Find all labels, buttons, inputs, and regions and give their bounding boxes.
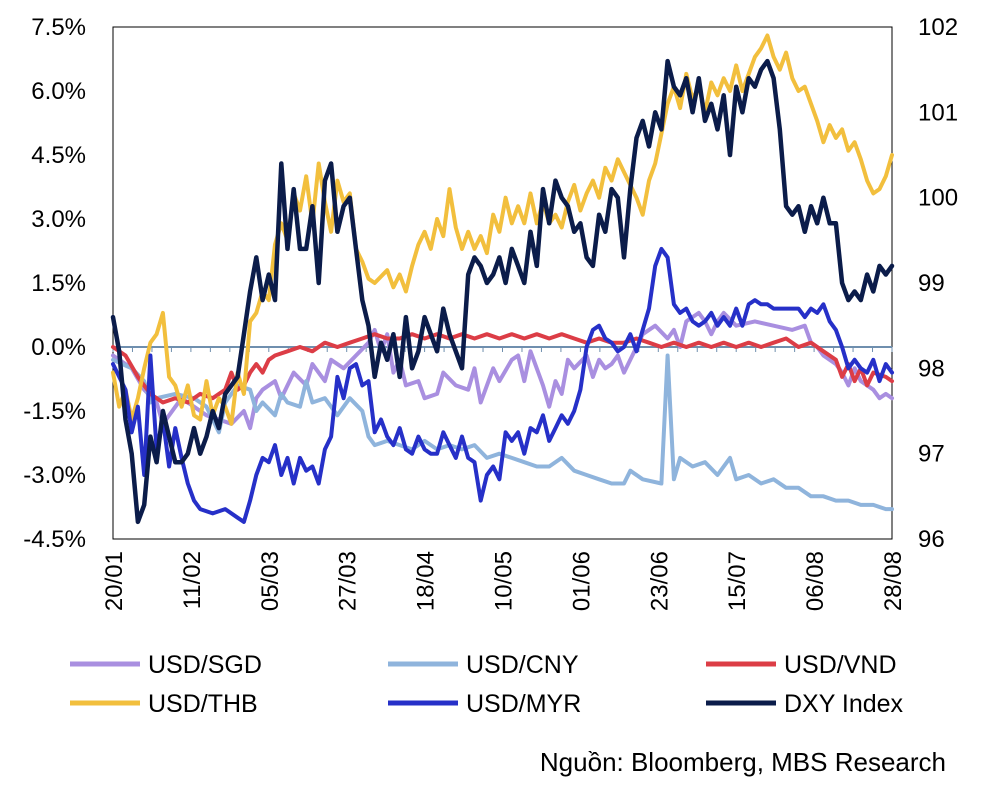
x-tick-label: 18/04 bbox=[413, 551, 440, 611]
series-lines bbox=[110, 33, 895, 525]
series-line-dxy-index bbox=[110, 58, 895, 525]
y-left-tick-label: 7.5% bbox=[31, 14, 86, 41]
y-right-tick-label: 98 bbox=[918, 355, 945, 382]
x-tick-label: 06/08 bbox=[802, 551, 829, 611]
x-tick-label: 28/08 bbox=[880, 551, 907, 611]
y-left-tick-label: -4.5% bbox=[23, 526, 86, 553]
y-left-tick-label: -3.0% bbox=[23, 462, 86, 489]
x-tick-marks bbox=[112, 347, 893, 352]
legend-label: USD/CNY bbox=[466, 651, 579, 679]
y-right-tick-label: 97 bbox=[918, 441, 945, 468]
y-right-tick-label: 101 bbox=[918, 99, 958, 126]
legend-label: USD/VND bbox=[784, 651, 897, 679]
y-axis-left: 7.5% 6.0% 4.5% 3.0% 1.5% 0.0% -1.5% -3.0% -4.5% bbox=[23, 14, 86, 553]
y-right-tick-label: 102 bbox=[918, 14, 958, 41]
y-left-tick-label: 6.0% bbox=[31, 78, 86, 105]
x-tick-label: 27/03 bbox=[335, 551, 362, 611]
y-right-tick-label: 96 bbox=[918, 526, 945, 553]
legend-label: USD/SGD bbox=[148, 651, 262, 679]
series-line-usd-thb bbox=[111, 33, 894, 426]
series-line-usd-sgd bbox=[111, 310, 894, 431]
x-tick-label: 05/03 bbox=[257, 551, 284, 611]
series-line-usd-cny bbox=[111, 353, 894, 512]
y-left-tick-label: 1.5% bbox=[31, 270, 86, 297]
x-axis: 20/01 11/02 05/03 27/03 18/04 10/05 01/06 23/06… bbox=[101, 551, 907, 611]
x-tick-label: 01/06 bbox=[568, 551, 595, 611]
legend: USD/SGD USD/CNY USD/VND USD/THB USD/MYR DXY I… bbox=[70, 651, 904, 718]
y-right-tick-label: 99 bbox=[918, 270, 945, 297]
x-tick-label: 20/01 bbox=[101, 551, 128, 611]
x-tick-label: 10/05 bbox=[491, 551, 518, 611]
plot-frame bbox=[112, 26, 893, 540]
y-axis-right: 102 101 100 99 98 97 96 bbox=[918, 14, 958, 553]
x-tick-label: 23/06 bbox=[646, 551, 673, 611]
source-note: Nguồn: Bloomberg, MBS Research bbox=[540, 747, 946, 777]
legend-label: USD/MYR bbox=[466, 690, 581, 718]
y-right-tick-label: 100 bbox=[918, 185, 958, 212]
y-left-tick-label: -1.5% bbox=[23, 398, 86, 425]
series-line-usd-myr bbox=[111, 246, 894, 524]
legend-label: DXY Index bbox=[784, 690, 904, 718]
x-tick-label: 15/07 bbox=[724, 551, 751, 611]
y-left-tick-label: 0.0% bbox=[31, 334, 86, 361]
y-left-tick-label: 3.0% bbox=[31, 206, 86, 233]
y-left-tick-label: 4.5% bbox=[31, 142, 86, 169]
legend-label: USD/THB bbox=[148, 690, 258, 718]
x-tick-label: 11/02 bbox=[179, 551, 206, 609]
